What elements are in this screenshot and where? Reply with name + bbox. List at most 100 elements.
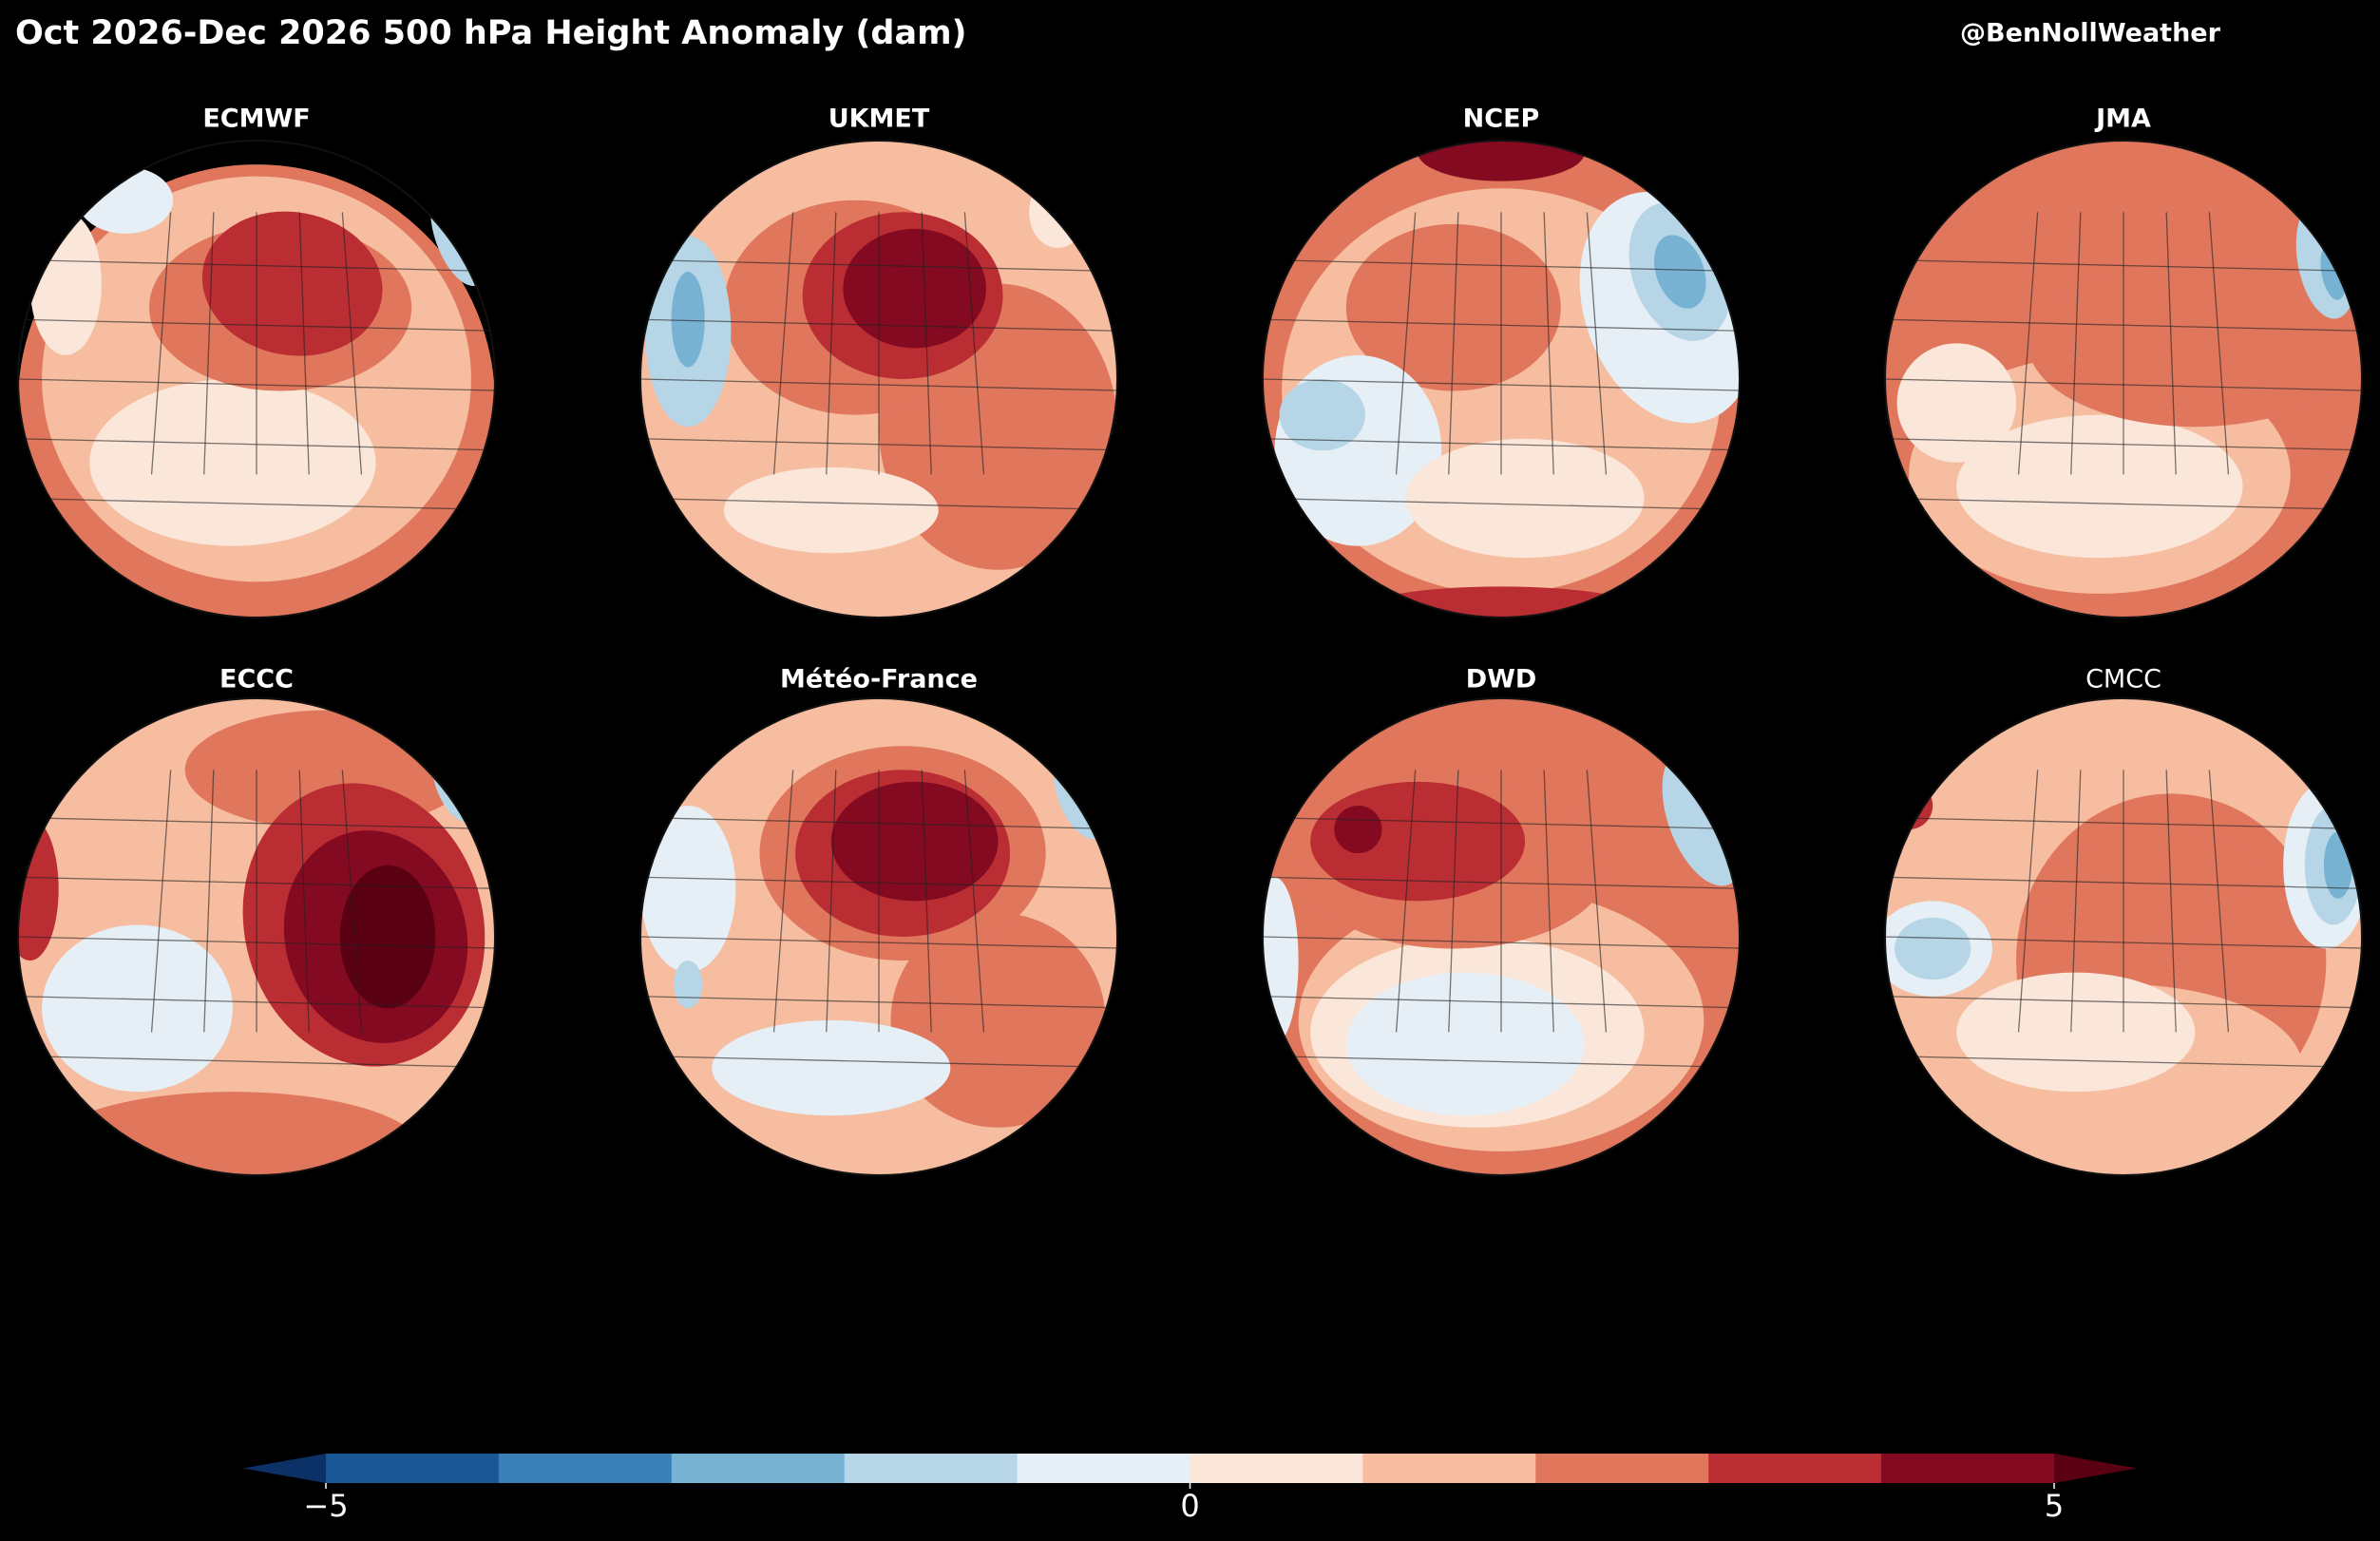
panel-title: ECCC xyxy=(219,665,294,694)
anomaly-region xyxy=(1418,141,1585,181)
globe xyxy=(1885,698,2362,1175)
panel-title: JMA xyxy=(2094,105,2151,134)
globe-outline xyxy=(639,140,1118,618)
globe-outline xyxy=(639,697,1118,1176)
border-line xyxy=(772,770,794,1033)
border-line xyxy=(1263,497,1740,511)
figure-title: Oct 2026-Dec 2026 500 hPa Height Anomaly… xyxy=(15,14,967,52)
globe xyxy=(640,141,1117,618)
anomaly-region xyxy=(1279,379,1365,451)
border-line xyxy=(1395,212,1417,475)
border-line xyxy=(1543,770,1554,1033)
border-line xyxy=(298,770,310,1033)
globe xyxy=(1263,698,1740,1175)
border-line xyxy=(2165,212,2177,475)
colorbar-bin xyxy=(1017,1454,1190,1483)
colorbar-bin xyxy=(1190,1454,1363,1483)
anomaly-region xyxy=(1358,586,1645,618)
colorbar-bin xyxy=(1535,1454,1709,1483)
border-line xyxy=(640,438,1117,451)
anomaly-region xyxy=(1956,414,2243,559)
anomaly-region xyxy=(671,272,705,368)
colorbar-bin xyxy=(671,1454,846,1483)
anomaly-region xyxy=(201,211,383,356)
border-line xyxy=(1263,438,1740,451)
border-line xyxy=(203,770,215,1033)
panel-title: DWD xyxy=(1466,665,1537,694)
globe-outline xyxy=(1262,140,1741,618)
globe-outline xyxy=(1884,140,2363,618)
colorbar-bin xyxy=(498,1454,673,1483)
globe xyxy=(640,698,1117,1175)
border-line xyxy=(341,770,363,1033)
globe-outline xyxy=(17,140,496,618)
border-line xyxy=(1448,212,1459,475)
border-line xyxy=(640,996,1117,1009)
border-line xyxy=(2017,770,2039,1033)
globe-outline xyxy=(17,697,496,1176)
border-line xyxy=(341,212,363,475)
colorbar-extend-high xyxy=(2054,1454,2137,1483)
border-line xyxy=(2165,770,2177,1033)
border-line xyxy=(963,212,985,475)
border-line xyxy=(1543,212,1554,475)
panel-title: CMCC xyxy=(2085,665,2161,694)
colorbar-bin xyxy=(844,1454,1019,1483)
border-line xyxy=(826,770,837,1033)
anomaly-region xyxy=(1653,235,1706,309)
colorbar-tick-label: 5 xyxy=(2045,1488,2064,1524)
border-line xyxy=(1586,770,1608,1033)
border-line xyxy=(640,1055,1117,1069)
anomaly-region xyxy=(339,865,436,1009)
border-line xyxy=(150,212,172,475)
anomaly-region xyxy=(674,961,703,1009)
border-line xyxy=(1885,996,2362,1009)
border-line xyxy=(18,996,495,1009)
border-line xyxy=(772,212,794,475)
anomaly-region xyxy=(723,466,939,554)
colorbar-tick-label: 0 xyxy=(1180,1488,1199,1524)
border-line xyxy=(150,770,172,1033)
border-line xyxy=(1263,1055,1740,1069)
anomaly-region xyxy=(640,805,736,973)
anomaly-region xyxy=(1956,972,2196,1093)
panel-title: UKMET xyxy=(828,105,930,134)
anomaly-region xyxy=(1894,917,1971,980)
border-line xyxy=(921,212,932,475)
colorbar-tick-label: −5 xyxy=(303,1488,348,1524)
border-line xyxy=(1263,996,1740,1009)
anomaly-region xyxy=(2041,827,2254,951)
border-line xyxy=(1885,1055,2362,1069)
colorbar-bin xyxy=(1708,1454,1882,1483)
colorbar-bin xyxy=(1362,1454,1536,1483)
panel-title: NCEP xyxy=(1463,105,1540,134)
globe xyxy=(18,698,495,1175)
border-line xyxy=(2070,770,2082,1033)
anomaly-region xyxy=(1345,972,1585,1116)
colorbar-bin xyxy=(326,1454,500,1483)
border-line xyxy=(2208,212,2230,475)
anomaly-region xyxy=(1405,438,1645,559)
globe xyxy=(1263,141,1740,618)
border-line xyxy=(2017,212,2039,475)
anomaly-region xyxy=(42,1092,424,1175)
border-line xyxy=(1586,212,1608,475)
anomaly-region xyxy=(712,1019,951,1116)
credit: @BenNollWeather xyxy=(1960,19,2221,48)
border-line xyxy=(18,1055,495,1069)
border-line xyxy=(18,497,495,511)
anomaly-region xyxy=(1896,343,2017,463)
border-line xyxy=(18,438,495,451)
border-line xyxy=(921,770,932,1033)
anomaly-region xyxy=(89,379,376,546)
border-line xyxy=(826,212,837,475)
globe xyxy=(18,164,495,618)
border-line xyxy=(1448,770,1459,1033)
border-line xyxy=(2208,770,2230,1033)
border-line xyxy=(1885,497,2362,511)
border-line xyxy=(640,497,1117,511)
globe-outline xyxy=(1884,697,2363,1176)
anomaly-region xyxy=(1334,805,1382,854)
